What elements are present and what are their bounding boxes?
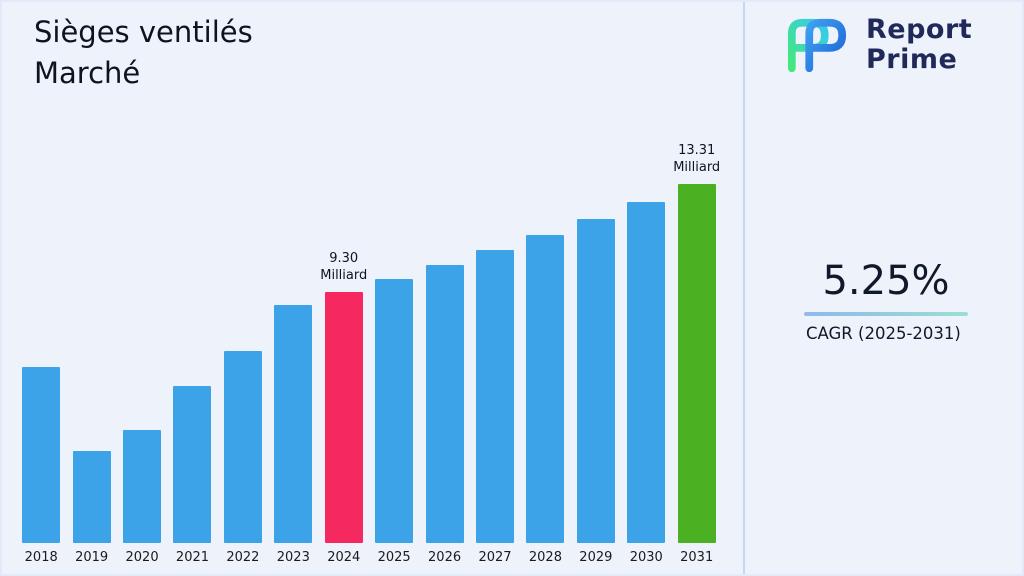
bar-value-label-2031: 13.31 Milliard [673, 143, 721, 176]
report-prime-logo: Report Prime [780, 14, 972, 76]
x-tick-2019: 2019 [75, 550, 109, 565]
vertical-divider [743, 2, 745, 574]
x-tick-2029: 2029 [579, 550, 613, 565]
logo-text-line1: Report [866, 13, 973, 45]
bar-value-label-2024: 9.30 Milliard [320, 251, 368, 284]
bar-2021 [173, 386, 212, 543]
x-tick-2031: 2031 [680, 550, 714, 565]
bar-2018 [22, 367, 61, 543]
x-tick-2025: 2025 [377, 550, 411, 565]
report-prime-logo-icon [780, 14, 854, 76]
bar-2019 [72, 451, 111, 543]
bar-2031 [677, 184, 716, 543]
bar-column-2030: 2030 [621, 202, 671, 566]
x-tick-2028: 2028 [528, 550, 562, 565]
bar-column-2026: 2026 [419, 265, 469, 566]
bar-chart: 2018 2019 2020 2021 2022 2023 9.30 Milliard 2024… [16, 143, 722, 566]
logo-text-line2: Prime [866, 44, 958, 75]
bar-2025 [375, 279, 414, 543]
page-title: Sièges ventilés Marché [34, 12, 253, 94]
bar-column-2023: 2023 [268, 305, 318, 566]
cagr-underline [804, 312, 968, 316]
page-title-line2: Marché [34, 56, 141, 91]
x-tick-2021: 2021 [175, 550, 210, 565]
bar-column-2024: 9.30 Milliard 2024 [319, 251, 369, 566]
x-tick-2026: 2026 [428, 550, 462, 565]
x-tick-2023: 2023 [276, 550, 310, 565]
bar-2027 [476, 250, 514, 543]
bar-column-2029: 2029 [571, 219, 621, 566]
x-tick-2030: 2030 [629, 550, 663, 565]
report-prime-logo-text: Report Prime [866, 13, 973, 75]
bar-2029 [576, 219, 615, 543]
bar-column-2031: 13.31 Milliard 2031 [671, 143, 721, 566]
x-tick-2022: 2022 [226, 550, 260, 565]
bar-2026 [425, 265, 464, 543]
bar-column-2018: 2018 [16, 367, 66, 566]
bar-column-2025: 2025 [369, 279, 419, 566]
bar-column-2020: 2020 [117, 430, 167, 566]
cagr-value: 5.25% [822, 258, 950, 304]
page-title-line1: Sièges ventilés [34, 15, 253, 49]
bar-2024 [324, 292, 363, 543]
bar-column-2021: 2021 [167, 386, 217, 566]
x-tick-2027: 2027 [478, 550, 512, 565]
bar-2028 [526, 235, 565, 543]
cagr-label: CAGR (2025-2031) [806, 324, 961, 343]
bar-column-2022: 2022 [218, 351, 268, 566]
x-tick-2024: 2024 [327, 550, 361, 565]
cagr-block: 5.25% CAGR (2025-2031) [802, 258, 970, 343]
bar-column-2019: 2019 [66, 451, 116, 566]
x-tick-2020: 2020 [125, 550, 159, 565]
bar-2022 [223, 351, 262, 543]
bar-2020 [123, 430, 162, 543]
bar-column-2027: 2027 [470, 250, 520, 566]
bar-2030 [627, 202, 666, 543]
bar-column-2028: 2028 [520, 235, 570, 566]
bar-2023 [274, 305, 313, 543]
x-tick-2018: 2018 [24, 550, 58, 565]
